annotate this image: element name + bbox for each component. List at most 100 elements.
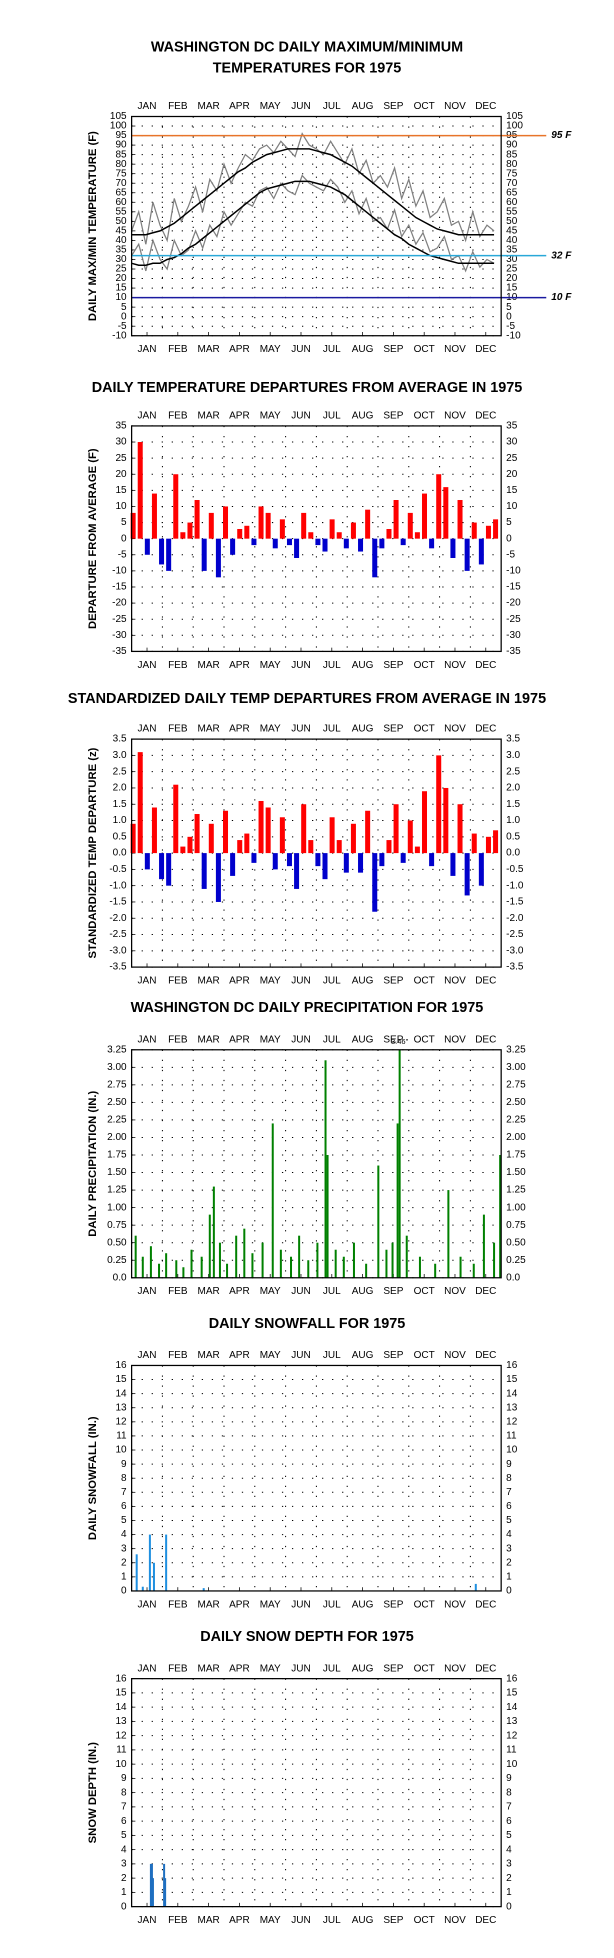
y-tick-label: 1.0 xyxy=(113,815,127,826)
month-label: JUN xyxy=(291,411,310,422)
y-tick-label: 0.50 xyxy=(506,1237,526,1248)
month-label: FEB xyxy=(168,1286,188,1297)
bar xyxy=(316,1242,319,1278)
month-label: NOV xyxy=(444,1286,466,1297)
month-label: MAY xyxy=(260,976,281,987)
month-label: NOV xyxy=(444,101,466,112)
month-label: DEC xyxy=(475,1034,496,1045)
y-tick-label: 90 xyxy=(115,140,127,151)
bar xyxy=(336,840,342,854)
bar xyxy=(329,519,335,539)
month-label: SEP xyxy=(383,1350,403,1361)
y-tick-label: 20 xyxy=(115,273,127,284)
bar xyxy=(212,1186,215,1278)
bar xyxy=(180,532,186,539)
y-tick-label: 9 xyxy=(506,1459,512,1470)
y-tick-label: 0 xyxy=(121,1901,127,1912)
month-label: JUL xyxy=(323,344,341,355)
y-tick-label: -35 xyxy=(112,646,127,657)
y-tick-label: 55 xyxy=(115,206,127,217)
bar xyxy=(272,538,278,549)
bar xyxy=(215,853,221,902)
y-tick-label: -3.5 xyxy=(506,962,524,973)
y-tick-label: 0 xyxy=(506,1586,512,1597)
y-tick-label: 90 xyxy=(506,140,518,151)
month-label: SEP xyxy=(383,976,403,987)
bar xyxy=(202,1588,205,1591)
y-tick-label: 2.50 xyxy=(506,1097,526,1108)
bar xyxy=(164,1878,167,1907)
month-label: OCT xyxy=(414,660,435,671)
month-label: DEC xyxy=(475,1663,496,1674)
y-tick-label: -15 xyxy=(506,582,521,593)
bar xyxy=(258,506,264,539)
bar xyxy=(187,522,193,539)
bar xyxy=(400,853,406,863)
bar xyxy=(379,538,385,549)
month-label: DEC xyxy=(475,1915,496,1926)
y-tick-label: -3.0 xyxy=(506,945,524,956)
y-tick-label: 9 xyxy=(121,1459,127,1470)
bar xyxy=(307,1260,310,1278)
y-tick-label: 3 xyxy=(506,1859,512,1870)
y-tick-label: 8 xyxy=(121,1787,127,1798)
month-label: OCT xyxy=(414,101,435,112)
y-tick-label: 15 xyxy=(115,283,127,294)
bar xyxy=(243,1228,246,1278)
month-label: OCT xyxy=(414,1599,435,1610)
month-label: JUN xyxy=(291,724,310,735)
y-tick-label: -5 xyxy=(118,549,127,560)
bar xyxy=(244,525,250,539)
y-tick-label: 11 xyxy=(506,1431,517,1442)
bar xyxy=(326,1155,329,1278)
y-tick-label: 5 xyxy=(121,1830,127,1841)
month-label: MAR xyxy=(197,660,219,671)
month-label: APR xyxy=(229,1915,250,1926)
plot-frame xyxy=(130,738,502,968)
month-label: MAY xyxy=(260,1599,281,1610)
month-label: JUN xyxy=(291,660,310,671)
reference-label: 95 F xyxy=(551,130,572,141)
bar xyxy=(471,522,477,539)
y-tick-label: 1.5 xyxy=(113,799,127,810)
bar xyxy=(447,1190,450,1278)
month-label: FEB xyxy=(168,724,188,735)
y-tick-label: 2 xyxy=(506,1873,512,1884)
y-tick-label: 14 xyxy=(506,1702,518,1713)
bar xyxy=(175,1260,178,1278)
bar xyxy=(436,755,442,854)
bar xyxy=(482,1214,485,1278)
bar xyxy=(272,853,278,870)
bar xyxy=(421,493,428,539)
month-label: MAR xyxy=(197,1286,219,1297)
month-label: NOV xyxy=(444,1350,466,1361)
month-label: APR xyxy=(229,101,250,112)
y-tick-label: 7 xyxy=(121,1487,127,1498)
bar xyxy=(478,538,484,565)
month-label: JAN xyxy=(138,411,157,422)
month-label: JUL xyxy=(323,1599,341,1610)
y-tick-label: 3 xyxy=(121,1859,127,1870)
month-label: OCT xyxy=(414,1350,435,1361)
bar xyxy=(457,500,463,539)
month-label: FEB xyxy=(168,660,188,671)
month-label: JUL xyxy=(323,101,341,112)
y-tick-label: -10 xyxy=(506,330,521,341)
y-tick-label: 65 xyxy=(115,187,127,198)
bar xyxy=(322,853,328,880)
y-tick-label: 25 xyxy=(506,453,518,464)
y-tick-label: 5 xyxy=(506,517,512,528)
y-tick-label: 3 xyxy=(506,1543,512,1554)
y-tick-label: 2.75 xyxy=(107,1079,127,1090)
y-tick-label: -3.0 xyxy=(109,945,127,956)
y-tick-label: 2.00 xyxy=(107,1132,127,1143)
bar xyxy=(149,1246,152,1278)
month-label: NOV xyxy=(444,1599,466,1610)
y-tick-label: 0 xyxy=(506,1901,512,1912)
y-tick-label: 3.00 xyxy=(506,1062,526,1073)
bar xyxy=(190,1249,193,1278)
y-tick-label: 10 xyxy=(506,1759,518,1770)
bar xyxy=(478,853,484,886)
y-tick-label: 6 xyxy=(121,1816,127,1827)
y-tick-label: 35 xyxy=(115,245,127,256)
